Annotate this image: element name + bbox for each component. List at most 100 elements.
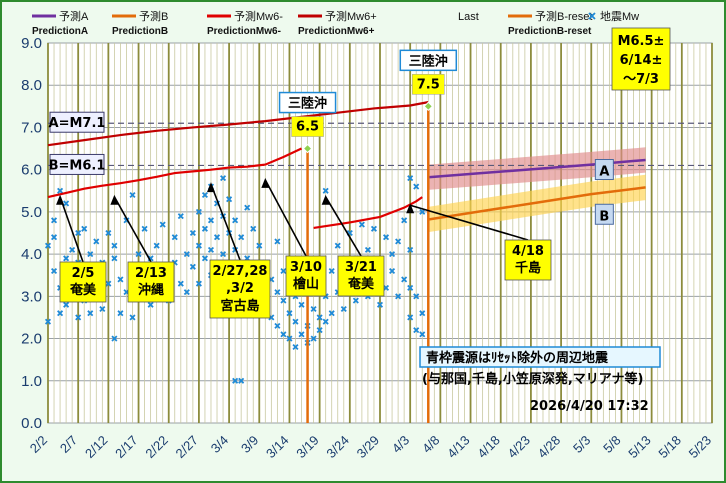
scatter-point — [159, 221, 166, 228]
scatter-mark — [298, 301, 305, 308]
scatter-point — [232, 377, 239, 384]
scatter-mark — [105, 229, 112, 237]
x-tick-label: 4/8 — [419, 433, 442, 456]
scatter-mark — [419, 208, 426, 215]
scatter-point — [244, 204, 251, 211]
scatter-mark — [177, 213, 184, 220]
scatter-point — [274, 322, 281, 329]
note-subtitle: (与那国,千島,小笠原深発,マリアナ等) — [422, 371, 643, 387]
callout-arrowhead — [406, 203, 415, 214]
callout-date: 3/21 — [345, 260, 377, 275]
scatter-point — [117, 310, 124, 317]
scatter-mark — [51, 217, 58, 224]
scatter-point — [316, 327, 323, 334]
scatter-point — [201, 255, 208, 262]
x-tick-label: 4/23 — [505, 433, 534, 462]
scatter-mark — [250, 225, 257, 232]
scatter-point — [352, 297, 359, 304]
x-tick-label: 2/2 — [27, 433, 50, 456]
scatter-point — [201, 225, 208, 232]
scatter-point — [256, 242, 263, 249]
x-tick-label: 2/7 — [57, 433, 80, 456]
scatter-point — [413, 293, 420, 300]
scatter-point — [370, 225, 378, 232]
scatter-mark — [183, 251, 190, 258]
scatter-mark — [117, 310, 124, 317]
scatter-mark — [328, 267, 335, 275]
scatter-mark — [93, 238, 100, 245]
callout-box — [337, 255, 385, 297]
scatter-mark — [322, 318, 329, 325]
scatter-mark — [105, 280, 112, 287]
scatter-mark — [413, 293, 420, 300]
scatter-point — [75, 229, 82, 237]
scatter-mark — [292, 318, 299, 325]
scatter-mark — [334, 242, 341, 249]
scatter-point — [238, 377, 245, 384]
scatter-mark — [129, 314, 136, 321]
scatter-mark — [189, 229, 196, 237]
reset-value-label: 6.5 — [296, 120, 319, 135]
scatter-point — [232, 217, 239, 224]
scatter-point — [316, 314, 323, 321]
series-line-予測Mw6- — [47, 147, 302, 199]
x-tick-label: 3/4 — [208, 433, 231, 456]
scatter-mark — [51, 267, 58, 275]
scatter-point — [75, 314, 82, 321]
scatter-point — [153, 242, 160, 249]
legend-sublabel: PredictionB-reset — [508, 26, 592, 37]
scatter-point — [189, 263, 196, 270]
y-tick-label: 2.0 — [21, 331, 42, 348]
scatter-mark — [358, 221, 365, 228]
scatter-point — [226, 196, 233, 203]
scatter-point — [358, 221, 365, 228]
scatter-mark — [286, 335, 293, 342]
scatter-mark — [195, 242, 202, 249]
scatter-point — [111, 255, 118, 262]
scatter-mark — [189, 263, 196, 270]
scatter-mark — [57, 187, 64, 194]
scatter-mark — [382, 234, 390, 241]
x-tick-label: 3/14 — [263, 433, 292, 462]
scatter-mark — [207, 246, 215, 253]
scatter-mark — [87, 251, 94, 258]
scatter-point — [328, 310, 335, 317]
scatter-point — [63, 255, 70, 262]
callout-arrowhead — [321, 194, 330, 205]
scatter-point — [328, 267, 335, 275]
scatter-mark — [207, 217, 215, 224]
scatter-mark — [69, 246, 76, 253]
callout-arrowhead — [56, 194, 65, 205]
legend-label: 予測B-reset — [535, 9, 592, 23]
x-tick-label: 5/18 — [655, 433, 684, 462]
scatter-mark — [407, 284, 414, 291]
scatter-mark — [135, 251, 142, 258]
scatter-mark — [310, 305, 317, 313]
x-tick-label: 2/27 — [173, 433, 202, 462]
legend-label: 地震Mw — [600, 10, 639, 23]
scatter-point — [280, 267, 287, 275]
legend-item: 予測Mw6- PredictionMw6- — [207, 9, 283, 37]
callout-box — [209, 259, 271, 319]
x-tick-label: 2/17 — [112, 433, 141, 462]
scatter-point — [407, 314, 414, 321]
scatter-point — [51, 234, 58, 241]
legend-label: Last — [458, 11, 479, 23]
scatter-point — [310, 335, 317, 342]
callout-place: 奄美 — [347, 276, 375, 292]
scatter-point — [135, 251, 142, 258]
legend-item: 予測A PredictionA — [32, 9, 89, 37]
scatter-point — [310, 305, 317, 313]
scatter-mark — [159, 221, 166, 228]
scatter-mark — [310, 335, 317, 342]
scatter-point — [177, 213, 184, 220]
scatter-point — [419, 310, 426, 317]
scatter-mark — [232, 217, 239, 224]
x-tick-label: 3/19 — [293, 433, 322, 462]
scatter-point — [274, 289, 281, 296]
scatter-point — [189, 229, 196, 237]
scatter-mark — [111, 255, 118, 262]
